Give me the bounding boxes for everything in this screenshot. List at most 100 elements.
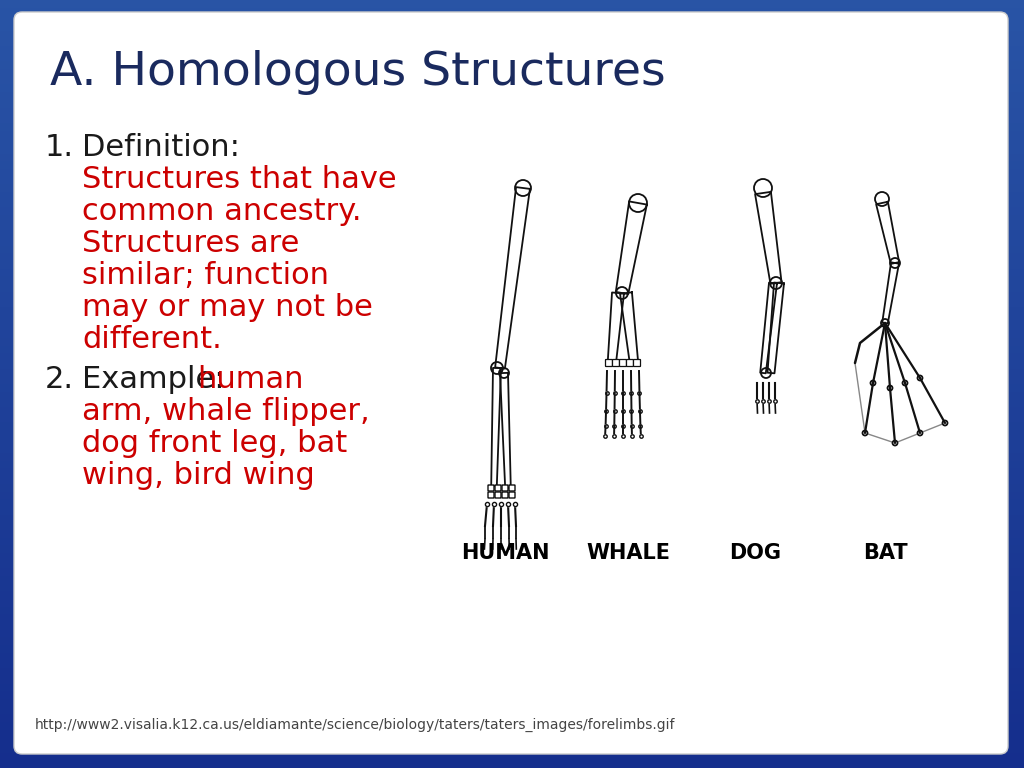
Bar (0, 199, 1024, 207)
FancyBboxPatch shape (509, 485, 515, 491)
Bar (0, 383, 1024, 392)
Bar (0, 675, 1024, 684)
Polygon shape (496, 187, 530, 369)
Bar (0, 752, 1024, 760)
Polygon shape (768, 283, 784, 373)
Circle shape (902, 380, 907, 386)
Bar (0, 360, 1024, 369)
Bar (0, 299, 1024, 307)
Bar (0, 22, 1024, 31)
Polygon shape (492, 368, 501, 486)
Bar (0, 629, 1024, 637)
Bar (0, 391, 1024, 399)
Bar (0, 637, 1024, 645)
Bar (0, 537, 1024, 545)
Text: Definition:: Definition: (82, 133, 240, 162)
Bar (0, 276, 1024, 284)
Bar (0, 214, 1024, 223)
Circle shape (874, 192, 889, 206)
Bar (0, 737, 1024, 745)
Polygon shape (621, 293, 638, 363)
Bar (0, 460, 1024, 468)
Bar (0, 137, 1024, 146)
Bar (0, 107, 1024, 115)
Bar (0, 652, 1024, 660)
Bar (0, 414, 1024, 422)
Text: Structures that have: Structures that have (82, 165, 396, 194)
Bar (0, 353, 1024, 361)
Circle shape (754, 179, 772, 197)
FancyBboxPatch shape (502, 485, 508, 491)
Bar (0, 322, 1024, 330)
Bar (0, 61, 1024, 69)
Bar (0, 452, 1024, 461)
Bar (0, 161, 1024, 169)
Text: DOG: DOG (729, 543, 781, 563)
Bar (0, 345, 1024, 353)
Bar (0, 268, 1024, 276)
Text: dog front leg, bat: dog front leg, bat (82, 429, 347, 458)
Bar (0, 153, 1024, 161)
Bar (0, 591, 1024, 599)
Bar (0, 491, 1024, 499)
Polygon shape (608, 293, 624, 362)
Bar (0, 45, 1024, 54)
Bar (0, 306, 1024, 315)
Bar (0, 376, 1024, 384)
Bar (0, 614, 1024, 622)
Bar (0, 76, 1024, 84)
Bar (0, 422, 1024, 430)
Bar (0, 207, 1024, 215)
Bar (0, 529, 1024, 538)
Circle shape (761, 368, 771, 378)
FancyBboxPatch shape (14, 12, 1008, 754)
Bar (0, 706, 1024, 714)
Bar (0, 621, 1024, 630)
Text: HUMAN: HUMAN (461, 543, 549, 563)
Bar (0, 130, 1024, 138)
Circle shape (499, 368, 509, 378)
Bar (0, 84, 1024, 92)
Bar (0, 560, 1024, 568)
Bar (0, 575, 1024, 584)
Circle shape (870, 380, 876, 386)
Text: Example:: Example: (82, 365, 224, 394)
Circle shape (918, 376, 923, 380)
Text: BAT: BAT (862, 543, 907, 563)
Bar (0, 744, 1024, 753)
Text: wing, bird wing: wing, bird wing (82, 461, 314, 490)
Bar (0, 30, 1024, 38)
Circle shape (770, 277, 782, 289)
Bar (0, 237, 1024, 246)
Text: Structures are: Structures are (82, 229, 299, 258)
Bar (0, 145, 1024, 154)
Bar (0, 230, 1024, 238)
Bar (0, 253, 1024, 261)
Bar (0, 15, 1024, 23)
FancyBboxPatch shape (509, 492, 515, 498)
Bar (0, 191, 1024, 200)
Bar (0, 713, 1024, 722)
Bar (0, 468, 1024, 476)
FancyBboxPatch shape (488, 485, 494, 491)
Bar (0, 368, 1024, 376)
FancyBboxPatch shape (605, 359, 612, 366)
Bar (0, 68, 1024, 77)
Polygon shape (755, 192, 781, 284)
Bar (0, 260, 1024, 269)
Text: A. Homologous Structures: A. Homologous Structures (50, 50, 666, 95)
Bar (0, 506, 1024, 515)
Bar (0, 99, 1024, 108)
FancyBboxPatch shape (627, 359, 634, 366)
Bar (0, 667, 1024, 676)
Bar (0, 184, 1024, 192)
Bar (0, 721, 1024, 730)
Polygon shape (883, 263, 899, 323)
Bar (0, 498, 1024, 507)
FancyBboxPatch shape (634, 359, 640, 366)
Bar (0, 406, 1024, 415)
Bar (0, 690, 1024, 699)
FancyBboxPatch shape (620, 359, 627, 366)
Bar (0, 583, 1024, 591)
FancyBboxPatch shape (495, 492, 501, 498)
